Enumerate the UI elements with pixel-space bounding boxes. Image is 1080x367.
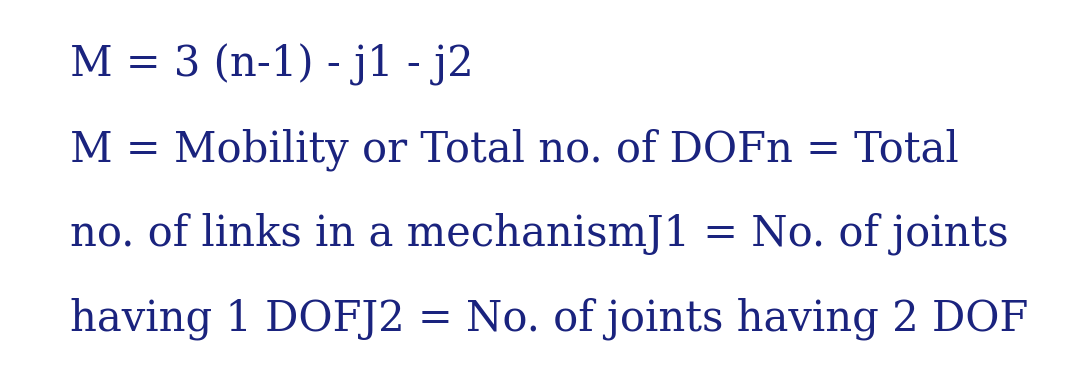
Text: having 1 DOFJ2 = No. of joints having 2 DOF: having 1 DOFJ2 = No. of joints having 2 … [70, 297, 1028, 340]
Text: M = 3 (n-1) - j1 - j2: M = 3 (n-1) - j1 - j2 [70, 44, 474, 86]
Text: M = Mobility or Total no. of DOFn = Total: M = Mobility or Total no. of DOFn = Tota… [70, 128, 959, 171]
Text: no. of links in a mechanismJ1 = No. of joints: no. of links in a mechanismJ1 = No. of j… [70, 213, 1009, 255]
